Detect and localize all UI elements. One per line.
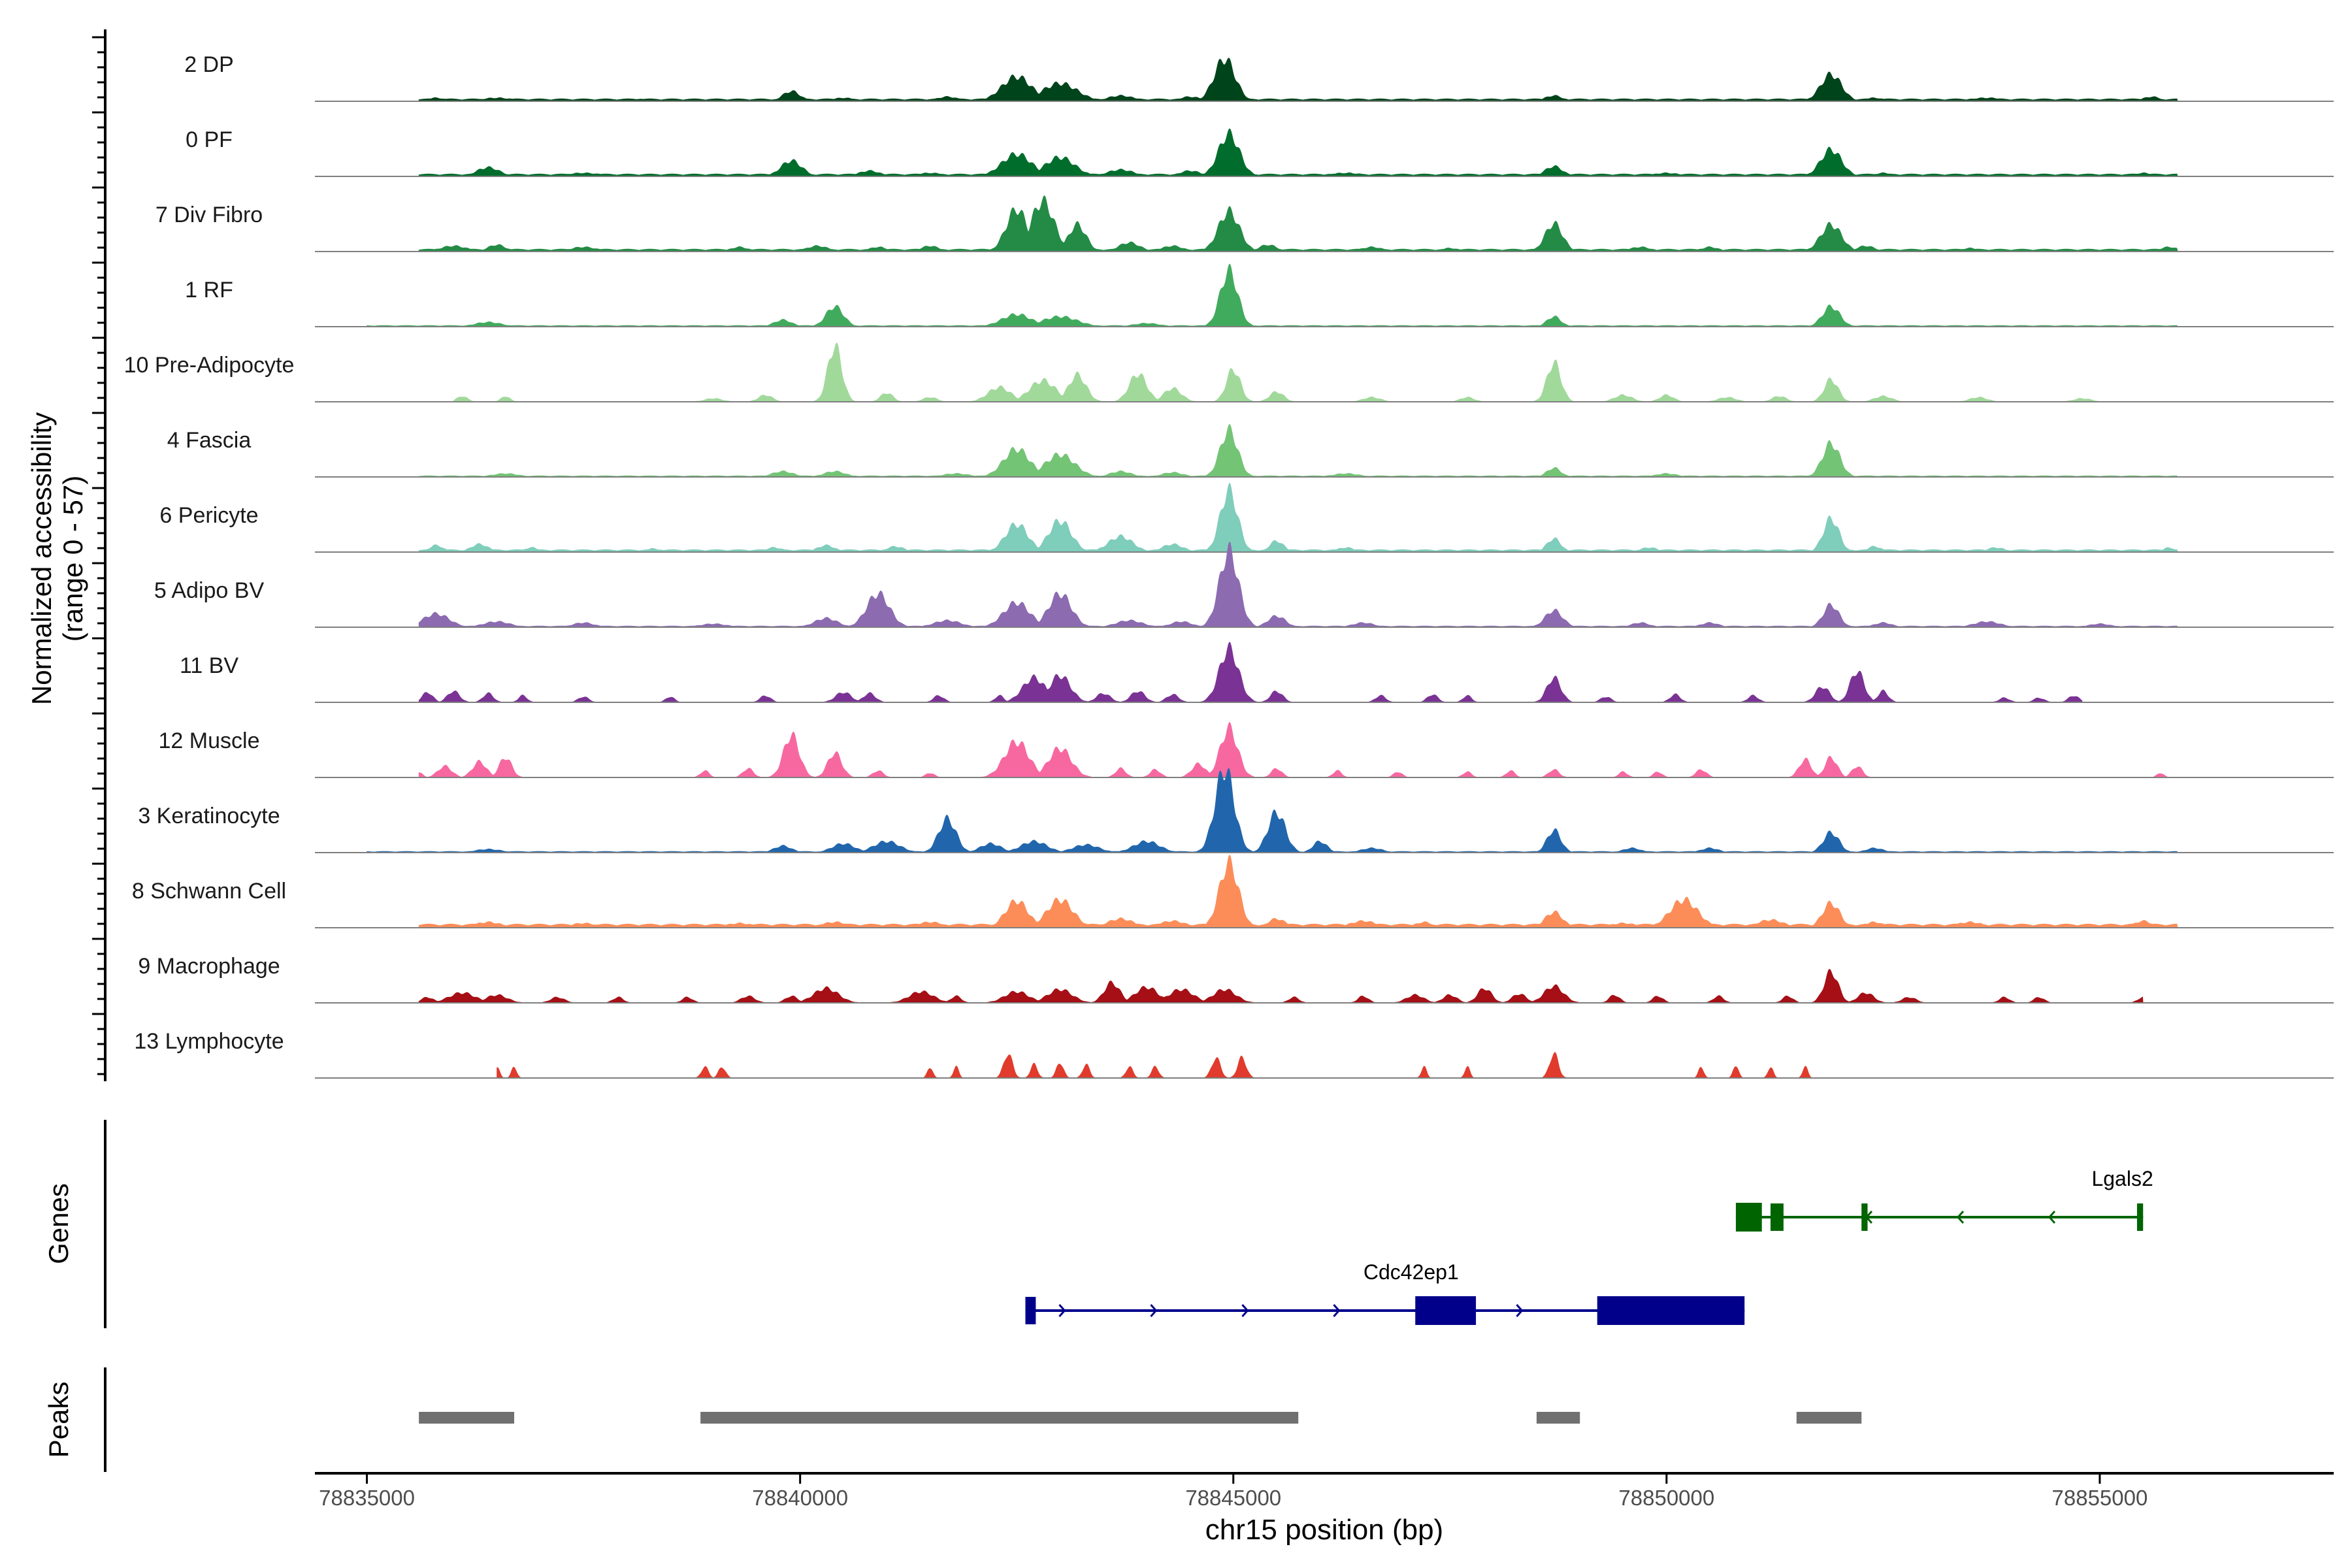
peaks-panel-label: Peaks: [43, 1382, 74, 1458]
gene-exon: [1597, 1296, 1745, 1325]
track-9: 11 BV: [180, 642, 2334, 703]
track-label: 3 Keratinocyte: [138, 804, 280, 828]
track-label: 13 Lymphocyte: [134, 1029, 284, 1054]
y-axis: Normalized accessibility (range 0 - 57): [26, 29, 106, 1081]
strand-arrow: [1516, 1304, 1524, 1317]
genes-panel: Genes Lgals2 Cdc42ep1: [43, 1120, 2153, 1328]
track-label: 1 RF: [185, 278, 233, 302]
gene-exon: [1770, 1203, 1784, 1231]
track-label: 12 Muscle: [159, 728, 260, 753]
strand-arrow: [1150, 1304, 1158, 1317]
coverage-tracks: 2 DP 0 PF 7 Div Fibro 1 RF 10 Pre-Adipocyte 4…: [124, 52, 2334, 1079]
track-7: 6 Pericyte: [159, 482, 2334, 553]
x-axis: 78835000 78840000 78845000 78850000 78855000…: [315, 1472, 2334, 1546]
x-axis-label: chr15 position (bp): [1205, 1514, 1443, 1546]
genes-panel-label: Genes: [43, 1183, 74, 1264]
coverage-area: [418, 128, 2178, 177]
track-10: 12 Muscle: [159, 722, 2334, 778]
strand-arrow: [1241, 1304, 1249, 1317]
coverage-area: [418, 57, 2178, 102]
strand-arrow: [1333, 1304, 1341, 1317]
x-tick-label: 78850000: [1618, 1486, 1714, 1510]
x-tick-label: 78835000: [319, 1486, 415, 1510]
track-label: 9 Macrophage: [138, 954, 280, 979]
track-5: 10 Pre-Adipocyte: [124, 342, 2334, 402]
track-6: 4 Fascia: [167, 423, 2334, 478]
coverage-area: [418, 541, 2178, 628]
track-label: 11 BV: [180, 653, 238, 678]
strand-arrow: [2048, 1211, 2056, 1224]
coverage-area: [418, 423, 2178, 478]
gene-cdc42ep1: Cdc42ep1: [1025, 1260, 1745, 1325]
x-tick-label: 78855000: [2052, 1486, 2148, 1510]
track-label: 5 Adipo BV: [154, 578, 265, 603]
track-label: 0 PF: [186, 127, 233, 152]
x-tick-label: 78840000: [752, 1486, 848, 1510]
track-label: 2 DP: [184, 52, 234, 77]
gene-exon: [2136, 1203, 2144, 1231]
gene-exon: [1415, 1296, 1477, 1325]
x-axis-ticks: 78835000 78840000 78845000 78850000 78855000: [319, 1473, 2148, 1510]
gene-label: Cdc42ep1: [1364, 1260, 1459, 1284]
track-13: 9 Macrophage: [138, 954, 2334, 1004]
y-axis-label: Normalized accessibility: [26, 412, 57, 705]
gene-exon: [1861, 1203, 1868, 1231]
strand-arrow: [1956, 1211, 1965, 1224]
x-tick-label: 78845000: [1185, 1486, 1281, 1510]
coverage-area: [418, 482, 2178, 553]
track-8: 5 Adipo BV: [154, 541, 2334, 628]
strand-arrow: [1058, 1304, 1066, 1317]
coverage-area: [418, 855, 2178, 928]
gene-exon: [1025, 1297, 1036, 1324]
track-11: 3 Keratinocyte: [138, 768, 2334, 853]
coverage-area: [367, 263, 2178, 327]
coverage-area: [418, 195, 2178, 252]
track-label: 4 Fascia: [167, 428, 252, 453]
gene-label: Lgals2: [2091, 1167, 2153, 1190]
peaks-panel: Peaks: [43, 1367, 1862, 1472]
peak-region: [1536, 1412, 1580, 1424]
peak-region: [700, 1412, 1299, 1424]
gene-models: Lgals2 Cdc42ep1: [1025, 1167, 2153, 1325]
peak-region: [1796, 1412, 1862, 1424]
peak-regions: [419, 1412, 1862, 1424]
track-4: 1 RF: [185, 263, 2334, 327]
y-axis-ticks: [92, 36, 105, 1075]
track-2: 0 PF: [186, 127, 2334, 177]
track-label: 8 Schwann Cell: [132, 879, 286, 904]
track-1: 2 DP: [184, 52, 2334, 102]
peak-region: [419, 1412, 515, 1424]
track-3: 7 Div Fibro: [155, 195, 2334, 252]
gene-lgals2: Lgals2: [1735, 1167, 2153, 1232]
track-14: 13 Lymphocyte: [134, 1029, 2334, 1079]
track-label: 6 Pericyte: [159, 503, 258, 528]
track-label: 10 Pre-Adipocyte: [124, 353, 295, 378]
track-label: 7 Div Fibro: [155, 203, 263, 227]
track-12: 8 Schwann Cell: [132, 855, 2334, 928]
coverage-area: [367, 768, 2178, 853]
y-axis-range-label: (range 0 - 57): [57, 476, 88, 642]
gene-exon: [1735, 1203, 1762, 1232]
